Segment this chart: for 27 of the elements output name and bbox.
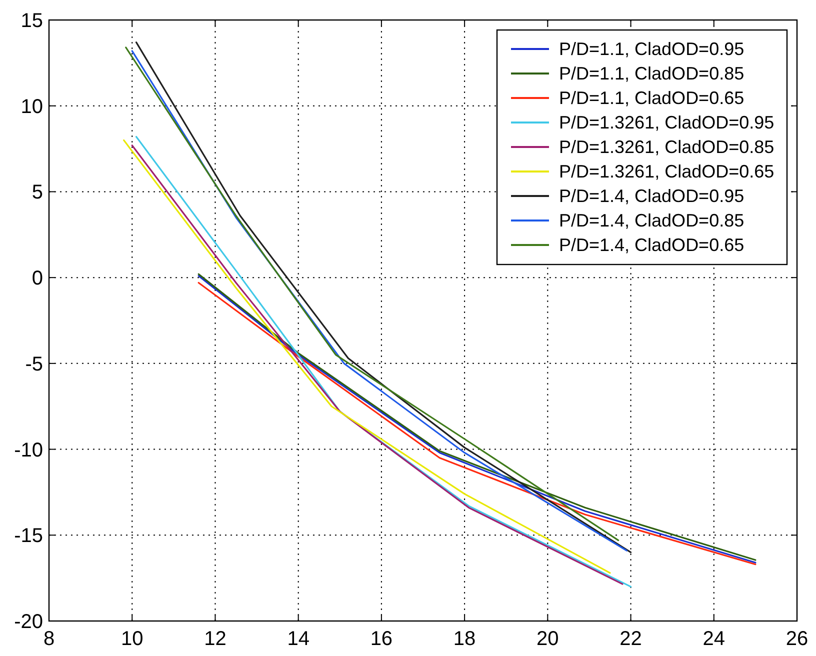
x-tick-label: 14 xyxy=(287,628,310,650)
y-tick-label: 5 xyxy=(32,182,43,204)
y-tick-label: -10 xyxy=(14,439,43,462)
x-tick-label: 8 xyxy=(43,628,55,650)
x-tick-label: 26 xyxy=(786,628,808,650)
x-tick-label: 16 xyxy=(370,628,393,650)
x-tick-label: 20 xyxy=(536,628,559,650)
legend-label: P/D=1.3261, CladOD=0.65 xyxy=(559,162,774,182)
x-tick-label: 24 xyxy=(702,628,726,650)
legend-label: P/D=1.4, CladOD=0.65 xyxy=(559,235,744,255)
y-tick-label: -15 xyxy=(14,525,43,548)
x-tick-label: 18 xyxy=(453,628,476,650)
y-tick-label: 15 xyxy=(20,10,43,32)
y-tick-label: 0 xyxy=(32,268,43,290)
x-tick-label: 22 xyxy=(620,628,642,650)
x-tick-label: 12 xyxy=(204,628,226,650)
y-tick-label: 10 xyxy=(20,96,43,118)
legend-label: P/D=1.1, CladOD=0.65 xyxy=(559,88,744,108)
y-tick-label: -20 xyxy=(14,611,43,633)
legend-label: P/D=1.3261, CladOD=0.95 xyxy=(559,112,774,132)
legend-label: P/D=1.1, CladOD=0.85 xyxy=(559,64,744,84)
legend-label: P/D=1.4, CladOD=0.95 xyxy=(559,186,744,206)
legend-label: P/D=1.1, CladOD=0.95 xyxy=(559,39,744,59)
y-tick-label: -5 xyxy=(25,353,43,376)
legend-label: P/D=1.4, CladOD=0.85 xyxy=(559,210,744,230)
x-tick-label: 10 xyxy=(120,628,144,650)
legend-label: P/D=1.3261, CladOD=0.85 xyxy=(559,137,774,157)
